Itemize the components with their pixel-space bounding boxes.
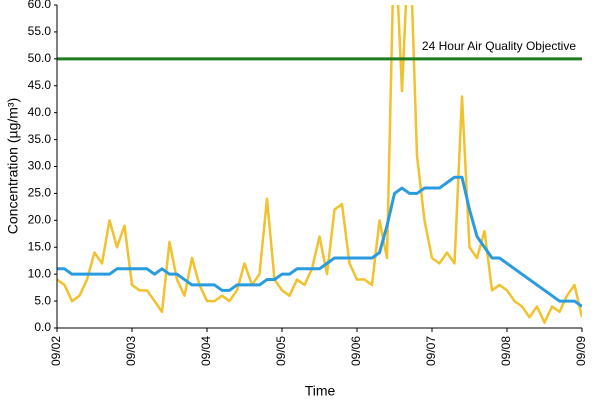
series-line: [57, 175, 582, 308]
x-tick-label: 09/07: [424, 336, 438, 366]
x-tick-label: 09/08: [499, 336, 513, 366]
y-tick-label: 15.0: [28, 239, 52, 253]
y-tick-label: 40.0: [28, 105, 52, 119]
y-tick-label: 35.0: [28, 132, 52, 146]
plot-area: [57, 5, 582, 324]
y-tick-label: 20.0: [28, 213, 52, 227]
y-tick-label: 5.0: [34, 293, 51, 307]
y-axis-label: Concentration (µg/m³): [5, 98, 21, 234]
x-tick-label: 09/06: [349, 336, 363, 366]
y-tick-label: 30.0: [28, 159, 52, 173]
reference-label: 24 Hour Air Quality Objective: [422, 39, 576, 53]
y-tick-label: 25.0: [28, 186, 52, 200]
series-line: [57, 5, 582, 324]
y-tick-label: 45.0: [28, 78, 52, 92]
y-tick-label: 50.0: [28, 51, 52, 65]
x-tick-label: 09/03: [124, 336, 138, 366]
x-tick-label: 09/05: [274, 336, 288, 366]
y-tick-label: 0.0: [34, 320, 51, 334]
y-tick-label: 10.0: [28, 266, 52, 280]
x-tick-label: 09/02: [49, 336, 63, 366]
x-tick-label: 09/09: [574, 336, 588, 366]
x-axis-label: Time: [305, 383, 336, 399]
x-tick-label: 09/04: [199, 336, 213, 366]
y-tick-label: 55.0: [28, 24, 52, 38]
y-tick-label: 60.0: [28, 0, 52, 11]
